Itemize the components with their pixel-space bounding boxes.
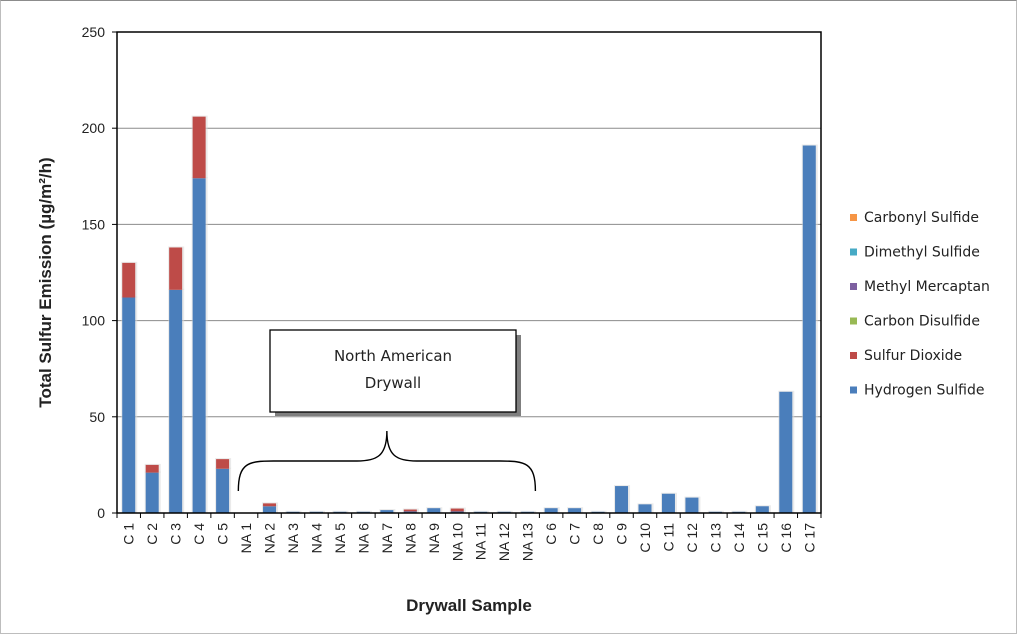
legend-label: Carbon Disulfide	[864, 314, 980, 330]
bar-hydrogen-sulfide-c5	[216, 468, 230, 513]
x-tick-label: C 13	[707, 523, 723, 553]
callout-text: Drywall	[365, 374, 421, 392]
bar-hydrogen-sulfide-c1	[122, 297, 136, 513]
bar-hydrogen-sulfide-na10	[450, 511, 464, 513]
x-tick-label: NA 9	[426, 523, 442, 554]
x-tick-label: C 4	[191, 523, 207, 545]
legend-label: Carbonyl Sulfide	[864, 210, 979, 226]
bar-sulfur-dioxide-na10	[450, 508, 464, 512]
x-tick-label: C 3	[168, 523, 184, 545]
x-axis-title: Drywall Sample	[406, 596, 532, 615]
x-tick-label: C 5	[215, 523, 231, 545]
curly-brace	[237, 430, 537, 492]
legend-swatch	[850, 283, 857, 290]
x-tick-label: C 14	[731, 523, 747, 553]
legend-swatch	[850, 352, 857, 359]
bar-hydrogen-sulfide-c3	[169, 289, 183, 513]
bar-sulfur-dioxide-na2	[263, 503, 277, 507]
x-tick-label: NA 2	[262, 523, 278, 554]
x-tick-label: NA 5	[332, 523, 348, 554]
x-tick-label: C 10	[637, 523, 653, 553]
legend-label: Dimethyl Sulfide	[864, 245, 980, 261]
x-tick-label: NA 1	[238, 523, 254, 554]
legend-swatch	[850, 317, 857, 325]
y-tick-label: 0	[97, 505, 105, 521]
legend-swatch	[850, 386, 857, 394]
x-tick-label: NA 3	[285, 523, 301, 554]
x-tick-label: NA 10	[449, 523, 465, 561]
x-tick-label: NA 4	[308, 523, 324, 554]
bar-hydrogen-sulfide-na8	[403, 511, 417, 513]
bar-hydrogen-sulfide-na2	[263, 506, 277, 513]
x-tick-label: C 6	[543, 523, 559, 545]
bar-hydrogen-sulfide-c4	[192, 178, 206, 513]
bar-hydrogen-sulfide-c7	[568, 508, 582, 513]
north-american-callout: North American Drywall	[237, 329, 537, 492]
y-axis-title: Total Sulfur Emission (µg/m²/h)	[36, 157, 55, 407]
bar-hydrogen-sulfide-c16	[779, 391, 793, 513]
legend-label: Sulfur Dioxide	[864, 348, 962, 364]
bar-hydrogen-sulfide-c9	[615, 486, 629, 513]
bar-sulfur-dioxide-c1	[122, 262, 136, 298]
bar-sulfur-dioxide-c3	[169, 247, 183, 290]
x-tick-label: C 11	[660, 523, 676, 552]
plot-area-border	[116, 31, 822, 514]
y-tick-label: 50	[89, 409, 105, 425]
x-axis-ticks: C 1 C 2 C 3 C 4 C 5 NA 1 NA 2 NA 3 NA 4 NA 5 NA 6 N…	[116, 513, 822, 561]
bar-hydrogen-sulfide-c2	[145, 472, 159, 513]
bar-hydrogen-sulfide-c11	[661, 493, 675, 513]
legend-swatch	[850, 214, 857, 221]
gridlines	[117, 127, 821, 418]
y-tick-label: 100	[82, 313, 106, 329]
x-tick-label: C 2	[144, 523, 160, 545]
x-tick-label: C 7	[567, 523, 583, 545]
x-tick-label: NA 7	[379, 523, 395, 554]
x-tick-label: C 16	[778, 523, 794, 553]
bar-sulfur-dioxide-c2	[145, 464, 159, 473]
callout-box	[269, 329, 517, 413]
callout-text: North American	[334, 347, 452, 365]
legend-label: Methyl Mercaptan	[864, 279, 990, 295]
bar-hydrogen-sulfide-c10	[638, 504, 652, 513]
y-tick-label: 250	[82, 24, 106, 40]
x-tick-label: C 17	[801, 523, 817, 553]
bar-hydrogen-sulfide-c12	[685, 497, 699, 513]
y-tick-label: 150	[82, 216, 106, 232]
x-tick-label: C 15	[754, 523, 770, 553]
bar-series	[121, 115, 818, 514]
legend-swatch	[850, 248, 857, 256]
bar-hydrogen-sulfide-na9	[427, 508, 441, 513]
x-tick-label: NA 8	[402, 523, 418, 554]
bar-sulfur-dioxide-na8	[403, 509, 417, 512]
bar-hydrogen-sulfide-c17	[802, 145, 816, 514]
bar-sulfur-dioxide-c5	[216, 459, 230, 469]
x-tick-label: NA 13	[520, 523, 536, 561]
x-tick-label: C 8	[590, 523, 606, 545]
bar-hydrogen-sulfide-c15	[755, 506, 769, 513]
legend: Carbonyl Sulfide Dimethyl Sulfide Methyl M…	[850, 210, 990, 399]
y-axis-ticks: 0 50 100 150 200 250	[82, 24, 117, 521]
bar-sulfur-dioxide-c4	[192, 116, 206, 179]
x-tick-label: NA 11	[473, 523, 489, 560]
bar-hydrogen-sulfide-c6	[544, 508, 558, 513]
x-tick-label: C 9	[614, 523, 630, 545]
legend-label: Hydrogen Sulfide	[864, 383, 985, 399]
y-tick-label: 200	[82, 120, 106, 136]
x-tick-label: C 1	[121, 523, 137, 545]
x-tick-label: NA 6	[355, 523, 371, 554]
x-tick-label: C 12	[684, 523, 700, 553]
x-tick-label: NA 12	[496, 523, 512, 561]
bar-hydrogen-sulfide-na7	[380, 510, 394, 513]
